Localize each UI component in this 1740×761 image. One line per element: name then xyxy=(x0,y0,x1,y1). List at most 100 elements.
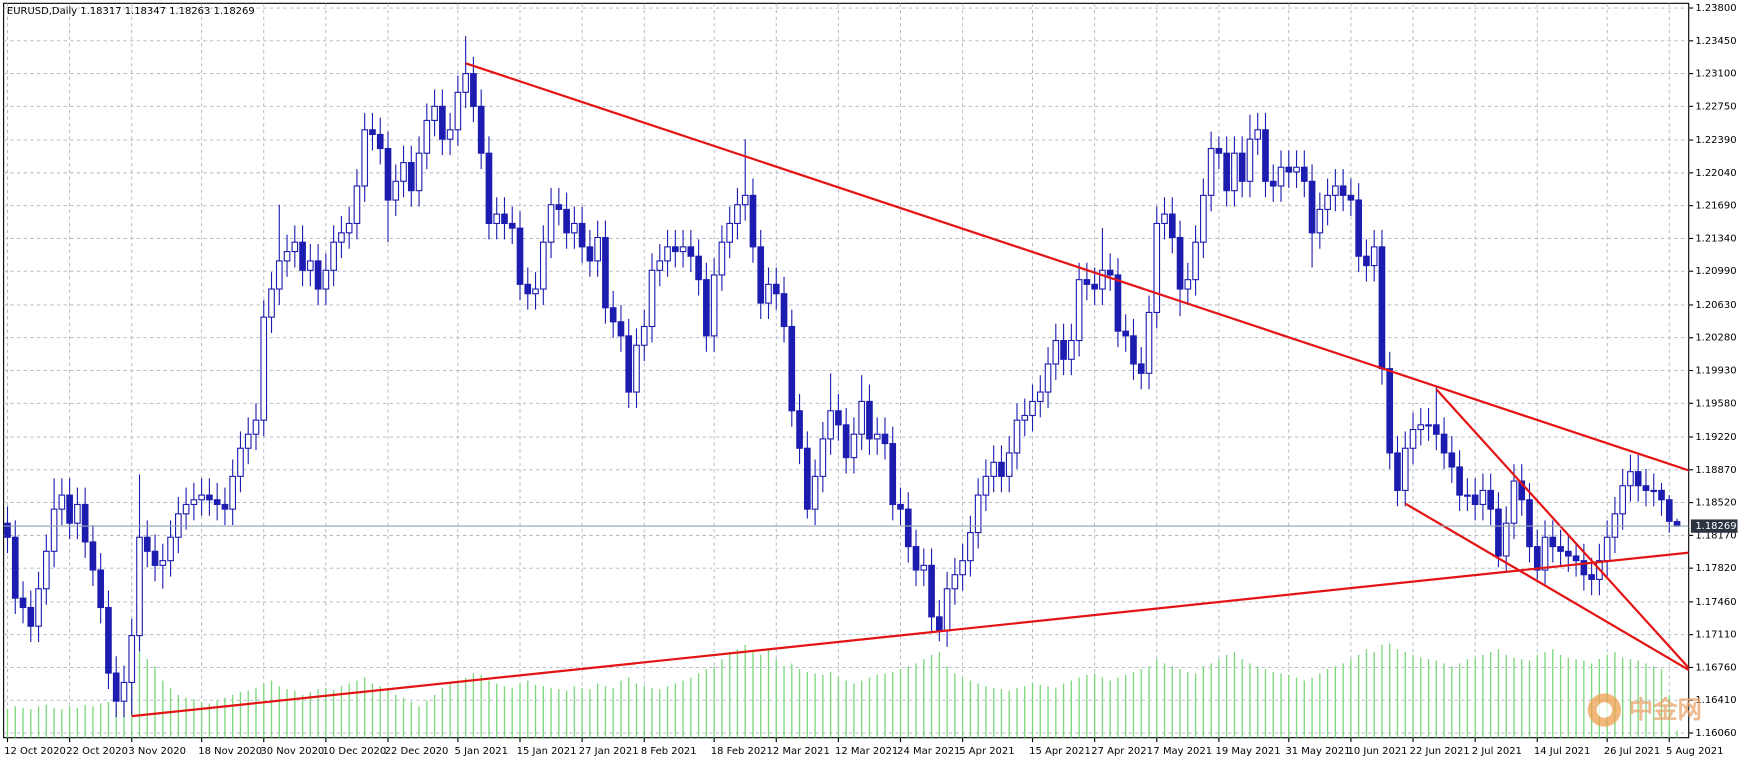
candle-body xyxy=(1052,339,1060,365)
volume-bar xyxy=(1622,657,1624,738)
volume-bar xyxy=(270,680,273,738)
volume-bar xyxy=(1000,689,1003,738)
volume-bar xyxy=(635,683,638,738)
candle-body xyxy=(143,536,151,552)
x-tick-label: 15 Apr 2021 xyxy=(1029,746,1091,757)
volume-bar xyxy=(651,687,653,738)
candle-body xyxy=(431,105,438,121)
volume-bar xyxy=(92,706,94,738)
volume-bar xyxy=(332,690,335,738)
volume-bar xyxy=(1132,671,1135,738)
candle-body xyxy=(1502,522,1510,557)
volume-bar xyxy=(666,686,669,738)
volume-bar xyxy=(589,689,591,738)
volume-bar xyxy=(433,694,436,738)
volume-bar xyxy=(239,691,242,738)
volume-bar xyxy=(697,673,700,738)
volume-bar xyxy=(969,680,972,738)
candle-body xyxy=(307,260,314,271)
x-tick-label: 18 Nov 2020 xyxy=(198,746,262,757)
x-tick-label: 2 Mar 2021 xyxy=(773,746,830,757)
volume-bar xyxy=(371,683,374,738)
volume-bar xyxy=(1528,660,1531,738)
volume-bar xyxy=(1404,651,1406,738)
y-tick-label: 1.22750 xyxy=(1695,101,1736,112)
trendline xyxy=(1435,388,1689,670)
volume-bar xyxy=(1070,680,1073,738)
candle-body xyxy=(788,325,796,412)
candle-body xyxy=(1254,129,1262,140)
volume-bar xyxy=(977,683,979,738)
candle-body xyxy=(827,410,834,440)
volume-bar xyxy=(1567,657,1569,738)
volume-bar xyxy=(1109,680,1111,738)
candle-body xyxy=(314,260,322,290)
volume-bar xyxy=(783,666,785,738)
volume-bar xyxy=(68,706,71,738)
candle-body xyxy=(1425,424,1432,427)
candle-body xyxy=(648,269,656,328)
volume-bar xyxy=(177,694,179,738)
candle-body xyxy=(1355,199,1362,257)
candle-body xyxy=(943,588,951,632)
volume-bar xyxy=(348,683,350,738)
volume-bar xyxy=(1513,657,1515,738)
volume-bar xyxy=(278,686,280,738)
volume-bar xyxy=(993,687,995,738)
candle-body xyxy=(1409,428,1417,449)
volume-bar xyxy=(503,686,506,738)
candle-body xyxy=(291,241,299,253)
volume-bar xyxy=(690,677,692,738)
volume-bar xyxy=(1125,674,1127,738)
volume-bar xyxy=(53,707,55,738)
candle-body xyxy=(1277,166,1285,187)
candle-body xyxy=(400,162,407,182)
candle-body xyxy=(462,73,469,93)
candle-body xyxy=(407,162,415,192)
candle-body xyxy=(1036,391,1044,402)
volume-bar xyxy=(884,673,886,738)
candle-body xyxy=(1184,279,1192,290)
candle-body xyxy=(415,152,423,192)
volume-bar xyxy=(527,680,529,738)
volume-bar xyxy=(232,694,234,738)
volume-bar xyxy=(200,701,203,738)
volume-bar xyxy=(628,677,630,738)
x-tick-label: 19 May 2021 xyxy=(1216,746,1281,757)
candle-body xyxy=(1068,339,1075,360)
candle-body xyxy=(252,419,260,435)
candle-body xyxy=(1526,499,1533,548)
candle-body xyxy=(260,316,268,421)
x-tick-label: 12 Mar 2021 xyxy=(835,746,898,757)
volume-bar xyxy=(620,680,622,738)
candle-body xyxy=(547,204,555,243)
volume-bar xyxy=(1466,659,1469,738)
candle-body xyxy=(625,335,633,393)
volume-bar xyxy=(1536,654,1538,738)
candle-body xyxy=(81,503,89,543)
x-tick-label: 10 Dec 2020 xyxy=(323,746,387,757)
volume-bar xyxy=(954,673,956,738)
volume-bar xyxy=(1148,666,1150,738)
y-tick-label: 1.17460 xyxy=(1695,597,1736,608)
volume-bar xyxy=(263,683,265,738)
volume-bar xyxy=(325,687,327,738)
volume-bar xyxy=(775,659,777,738)
candle-body xyxy=(190,499,198,506)
chart-header: EURUSD,Daily 1.18317 1.18347 1.18263 1.1… xyxy=(7,6,255,17)
x-tick-label: 27 Jan 2021 xyxy=(579,746,639,757)
x-tick-label: 12 Oct 2020 xyxy=(4,746,66,757)
volume-bar xyxy=(1559,654,1562,738)
candle-body xyxy=(1300,166,1308,182)
y-tick-label: 1.18170 xyxy=(1695,530,1736,541)
candle-body xyxy=(1417,424,1425,431)
candle-body xyxy=(889,443,897,506)
volume-bar xyxy=(1451,666,1453,738)
candle-body xyxy=(1176,236,1184,290)
volume-bar xyxy=(798,669,801,738)
volume-bar xyxy=(1396,649,1399,738)
volume-bar xyxy=(185,697,187,738)
candle-body xyxy=(1200,194,1207,243)
volume-bar xyxy=(892,671,894,738)
